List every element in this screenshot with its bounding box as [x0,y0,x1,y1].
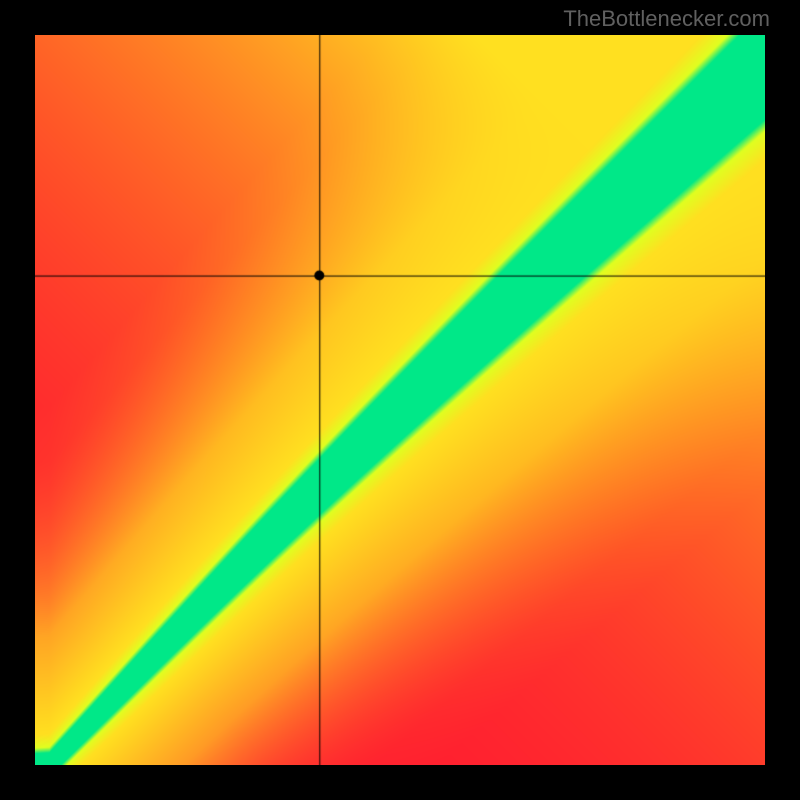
chart-container: TheBottlenecker.com [0,0,800,800]
bottleneck-heatmap [35,35,765,765]
watermark-text: TheBottlenecker.com [563,6,770,32]
